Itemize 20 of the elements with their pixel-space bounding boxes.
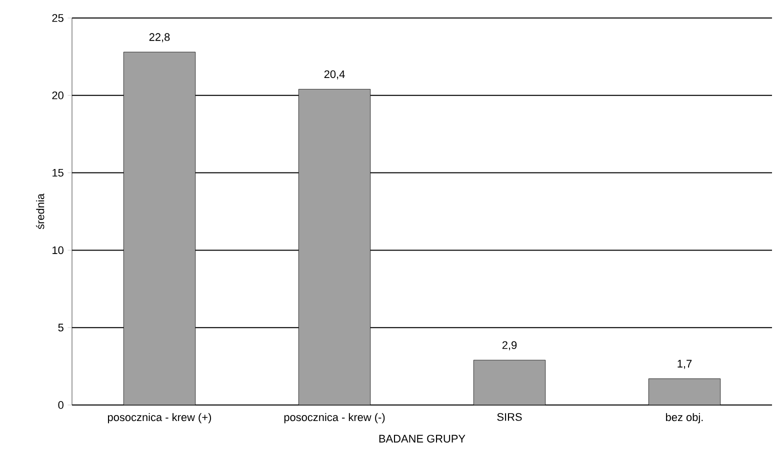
data-label: 1,7 bbox=[678, 360, 692, 369]
data-label: 22,8 bbox=[149, 33, 170, 42]
bar bbox=[473, 360, 546, 405]
y-tick-label: 25 bbox=[52, 14, 64, 22]
y-tick-label: 15 bbox=[52, 168, 64, 177]
y-axis-title: średnia bbox=[36, 194, 44, 230]
y-tick-label: 10 bbox=[52, 246, 64, 254]
data-label: 2,9 bbox=[502, 341, 517, 350]
x-tick-label: bez obj. bbox=[666, 413, 703, 424]
x-axis-title: BADANE GRUPY bbox=[379, 434, 466, 443]
x-tick-label: SIRS bbox=[497, 413, 522, 421]
data-label: 20,4 bbox=[324, 70, 345, 80]
x-tick-label: posocznica - krew (-) bbox=[284, 413, 385, 424]
y-tick-label: 20 bbox=[52, 92, 64, 100]
y-tick-label: 0 bbox=[58, 401, 64, 409]
bar bbox=[648, 378, 721, 405]
bar bbox=[298, 89, 371, 405]
bar bbox=[123, 52, 196, 405]
x-tick-label: posocznica - krew (+) bbox=[108, 413, 212, 424]
y-tick-label: 5 bbox=[58, 324, 64, 332]
